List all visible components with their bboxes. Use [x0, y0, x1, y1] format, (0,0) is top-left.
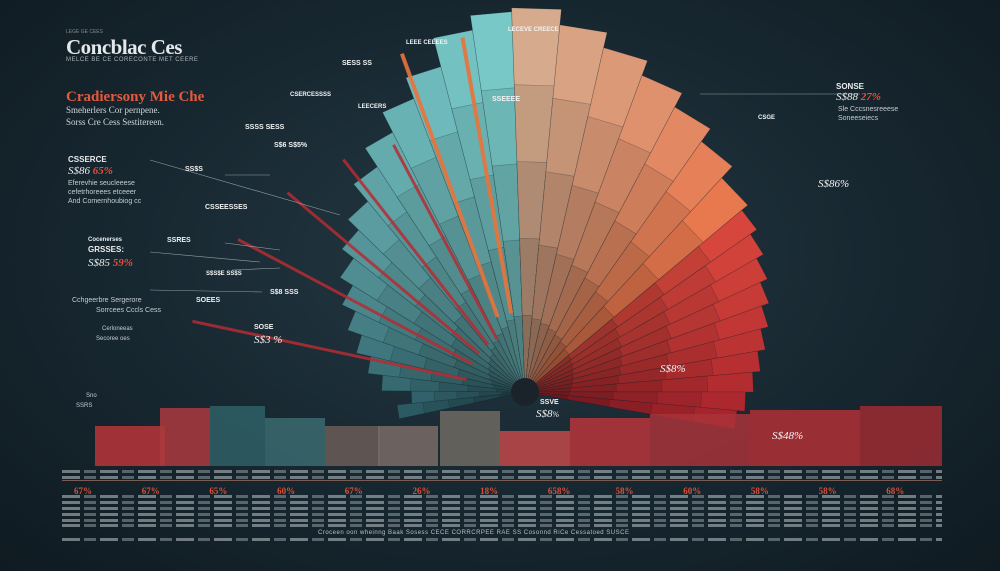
percent-label: 60%: [277, 486, 296, 496]
wedge-label-16: S$86%: [818, 178, 850, 190]
base-block-9: [570, 418, 650, 466]
percent-label: 67%: [74, 486, 92, 496]
wedge-label-3: SESS SS: [342, 60, 372, 67]
percent-label: 67%: [344, 486, 363, 496]
left-label-1-head: CSSERCE: [68, 155, 107, 164]
percent-label: 65%: [209, 486, 228, 496]
base-block-1: [95, 426, 165, 466]
wedge-label-5: LEECERS: [358, 104, 387, 110]
wedge-label-15: CSGE: [758, 115, 776, 121]
center-label-value: S$8%: [536, 408, 560, 420]
left-label-1-line2: cefetrhoreees etceeer: [68, 189, 137, 196]
table-divider: [62, 480, 942, 481]
base-block-2: [160, 408, 210, 466]
section-desc-2: Sorss Cre Cess Sestitereen.: [66, 117, 164, 127]
accent-stripe-5: [392, 144, 499, 340]
base-block-4: [265, 418, 325, 466]
leader-line-7: [231, 267, 281, 271]
wedge-label-4: CSERCESSSS: [290, 92, 332, 98]
table-row: [62, 470, 942, 473]
percent-label: 26%: [412, 486, 431, 496]
wedge-label-14: S$8 SSS: [270, 289, 299, 296]
right-label-value: S$88 27%: [836, 91, 881, 103]
chart-title: Concblac Ces: [66, 35, 182, 59]
table-row: [62, 538, 942, 541]
right-label-head: SONSE: [836, 82, 865, 91]
base-block-10: [650, 414, 750, 466]
wedge-label-8: S$6 S$5%: [274, 142, 308, 149]
left-label-2-head: Cocenerses: [88, 237, 123, 243]
wedge-center-label-head: SOSE: [254, 324, 274, 331]
base-block-11: [750, 410, 860, 466]
wedge-label-18: S$48%: [772, 430, 804, 442]
accent-stripe-2: [237, 238, 473, 366]
left-label-4-head: Cerloneeas: [102, 326, 133, 332]
chart-hub: [511, 378, 539, 406]
table-row: [62, 524, 942, 527]
accent-stripe-4: [342, 158, 490, 346]
base-block-8: [500, 431, 570, 466]
left-label-5-line1: SSRS: [76, 403, 93, 409]
wedge-label-1: LEEE CEEEES: [406, 40, 448, 46]
base-block-5: [325, 426, 380, 466]
wedge-label-11: SSRES: [167, 237, 191, 244]
wedge-center-label-value: S$3 %: [254, 334, 283, 346]
base-block-6: [378, 426, 438, 466]
left-label-4-line1: Secoree oes: [96, 336, 130, 342]
orange-stripe-2: [460, 37, 514, 314]
percent-label: 58%: [818, 486, 837, 496]
section-desc-1: Smeherlers Cor pernpene.: [66, 105, 160, 115]
left-label-1-line1: Eferevhie seucleeese: [68, 180, 135, 187]
percent-label: 58%: [750, 486, 769, 496]
wedge-label-17: S$8%: [660, 363, 686, 375]
leader-lines: [149, 93, 860, 293]
percent-label: 67%: [141, 486, 160, 496]
left-label-1-line3: And Comernhoubiog cc: [68, 198, 142, 205]
base-block-7: [440, 411, 500, 466]
percent-label: 18%: [480, 486, 499, 496]
accent-stripe-1: [192, 319, 467, 381]
wedge-label-13: SOEES: [196, 297, 221, 304]
table-row: [62, 495, 942, 498]
base-block-3: [210, 406, 265, 466]
leader-line-3: [149, 289, 263, 293]
table-footer: Croceen oon wheinng Baak Sosess CECE COR…: [318, 530, 630, 536]
wedge-label-10: CSSEESSES: [205, 204, 248, 211]
percent-label: 68%: [886, 486, 905, 496]
left-label-1-value: S$86 65%: [68, 165, 113, 177]
leader-line-1: [149, 159, 341, 216]
leader-line-2: [149, 251, 261, 263]
chart-wedges: [95, 7, 942, 466]
right-label-line2: Soneeseiecs: [838, 115, 879, 122]
percent-label: 58%: [615, 486, 634, 496]
table-row: [62, 513, 942, 516]
base-block-12: [860, 406, 942, 466]
left-label-3-line1: Cchgeerbre Sergerore: [72, 297, 142, 304]
left-label-3-head: GRSSES:: [88, 245, 125, 254]
chart-subtitle: MELCE BE CE CORECONTE MET CEERE: [66, 57, 199, 63]
table-row: [62, 476, 942, 479]
percent-label: 658%: [547, 486, 571, 496]
table-row: [62, 501, 942, 504]
wedge-label-9: SS$S: [185, 166, 203, 173]
percent-label: 60%: [683, 486, 702, 496]
left-label-5-head: Sno: [86, 393, 97, 399]
wedge-label-6: SSEEEE: [492, 96, 521, 103]
wedge-label-7: SSSS SESS: [245, 124, 285, 131]
accent-stripe-3: [286, 191, 481, 355]
top-meta: LEGE GE CEES: [66, 29, 103, 35]
wedge-label-2: LECEVE CREECE: [508, 27, 559, 33]
table-row: [62, 519, 942, 522]
right-label-line1: Sle Cccsnesreeese: [838, 106, 899, 113]
wedge-label-12: S$S$E SS$S: [206, 271, 242, 277]
leader-line-6: [224, 242, 281, 251]
center-label-top: SSVE: [540, 399, 559, 406]
left-label-3-value: S$85 59%: [88, 257, 133, 269]
orange-stripe-1: [399, 53, 500, 318]
section-heading: Cradiersony Mie Che: [66, 89, 205, 105]
left-label-3-line2: Sorrcees Cccls Cess: [96, 307, 161, 314]
table-row: [62, 507, 942, 510]
